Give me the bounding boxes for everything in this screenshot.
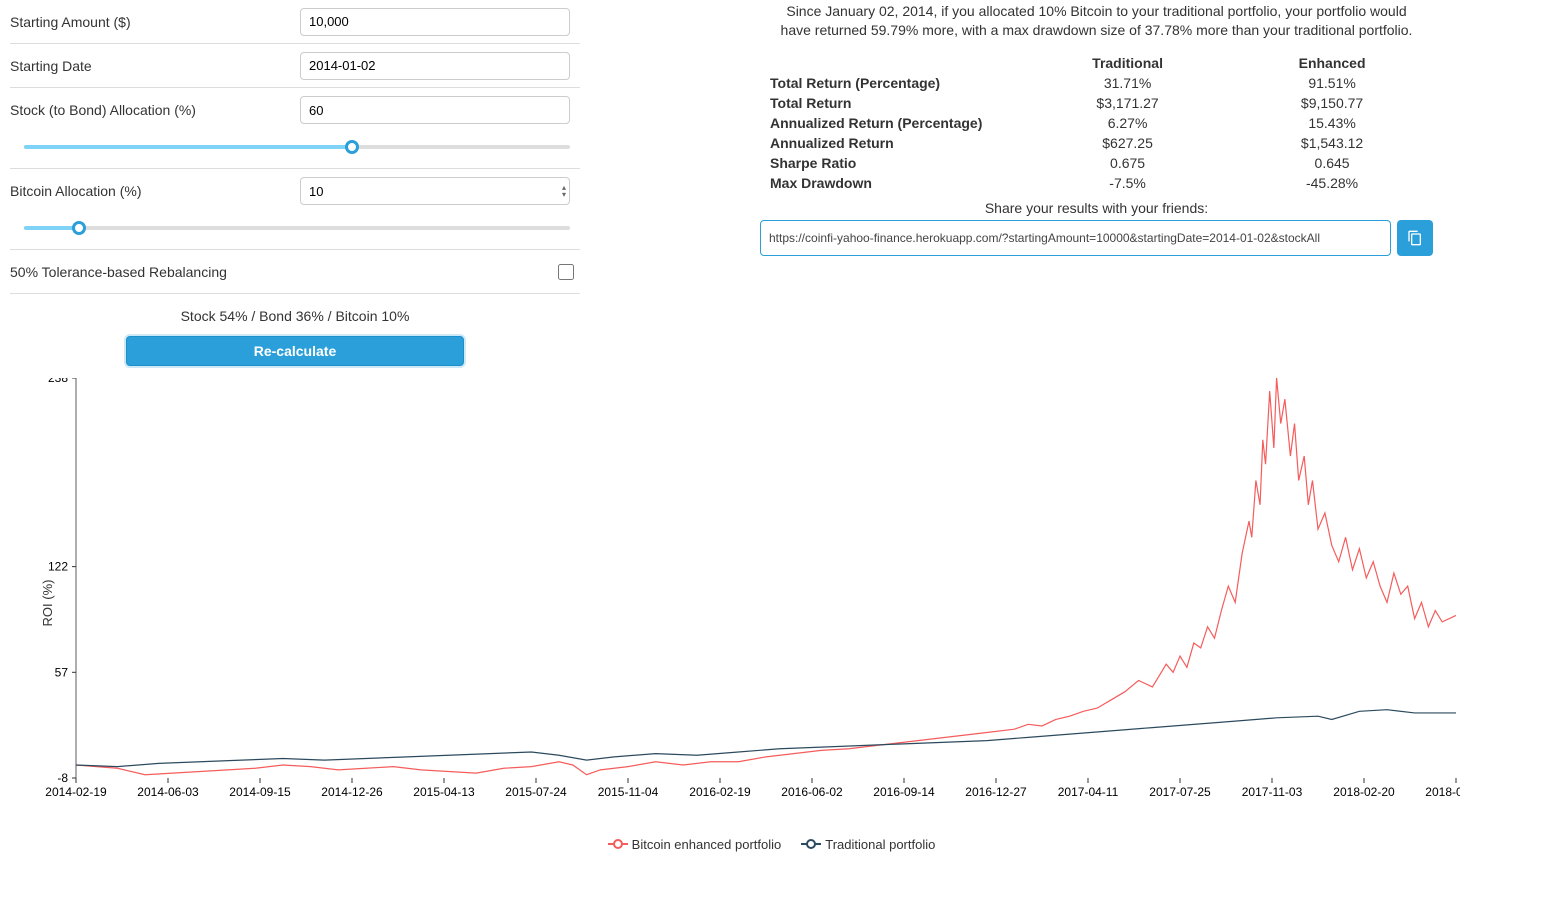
row-starting-date: Starting Date [10,44,580,88]
metric-label: Annualized Return [762,134,1022,152]
svg-text:2018-02-20: 2018-02-20 [1333,785,1395,799]
svg-text:-8: -8 [57,771,68,785]
stepper-arrows-icon[interactable]: ▴▾ [562,184,566,198]
metric-label: Total Return [762,94,1022,112]
results-summary: Since January 02, 2014, if you allocated… [760,0,1433,52]
rebalancing-label: 50% Tolerance-based Rebalancing [10,264,227,280]
table-row: Annualized Return$627.25$1,543.12 [762,134,1431,152]
metric-enhanced: 0.645 [1233,154,1431,172]
svg-text:2016-09-14: 2016-09-14 [873,785,935,799]
metric-traditional: $627.25 [1024,134,1231,152]
metric-enhanced: 91.51% [1233,74,1431,92]
copy-button[interactable] [1397,220,1433,256]
stock-allocation-slider-wrap [10,132,580,169]
metric-traditional: 6.27% [1024,114,1231,132]
svg-text:2014-09-15: 2014-09-15 [229,785,291,799]
table-row: Annualized Return (Percentage)6.27%15.43… [762,114,1431,132]
stock-allocation-input[interactable] [300,96,570,124]
share-label: Share your results with your friends: [760,194,1433,220]
metric-traditional: -7.5% [1024,174,1231,192]
chart-y-axis-label: ROI (%) [40,580,55,627]
row-bitcoin-allocation: Bitcoin Allocation (%) ▴▾ [10,169,580,213]
col-enhanced: Enhanced [1233,54,1431,72]
starting-date-input[interactable] [300,52,570,80]
metric-traditional: 31.71% [1024,74,1231,92]
rebalancing-checkbox[interactable] [558,264,574,280]
legend-item: Bitcoin enhanced portfolio [608,837,782,852]
starting-date-label: Starting Date [10,58,300,74]
legend-label: Traditional portfolio [825,837,935,852]
starting-amount-input[interactable] [300,8,570,36]
row-stock-allocation: Stock (to Bond) Allocation (%) [10,88,580,132]
metric-label: Max Drawdown [762,174,1022,192]
recalculate-button[interactable]: Re-calculate [126,336,464,366]
bitcoin-allocation-label: Bitcoin Allocation (%) [10,183,300,199]
svg-text:2015-07-24: 2015-07-24 [505,785,567,799]
svg-text:2017-11-03: 2017-11-03 [1242,785,1303,799]
allocation-summary: Stock 54% / Bond 36% / Bitcoin 10% [10,294,580,332]
row-starting-amount: Starting Amount ($) [10,0,580,44]
svg-text:2017-07-25: 2017-07-25 [1149,785,1211,799]
results-panel: Since January 02, 2014, if you allocated… [760,0,1533,370]
svg-text:2017-04-11: 2017-04-11 [1058,785,1119,799]
chart-legend: Bitcoin enhanced portfolio Traditional po… [10,828,1533,852]
legend-label: Bitcoin enhanced portfolio [632,837,782,852]
metric-label: Annualized Return (Percentage) [762,114,1022,132]
metric-label: Sharpe Ratio [762,154,1022,172]
metrics-table: Traditional Enhanced Total Return (Perce… [760,52,1433,194]
metric-enhanced: 15.43% [1233,114,1431,132]
copy-icon [1407,230,1423,246]
col-traditional: Traditional [1024,54,1231,72]
metric-enhanced: $9,150.77 [1233,94,1431,112]
svg-text:122: 122 [48,560,68,574]
stock-allocation-slider[interactable] [24,140,570,154]
svg-text:2014-06-03: 2014-06-03 [137,785,199,799]
svg-text:2016-06-02: 2016-06-02 [781,785,843,799]
metric-traditional: 0.675 [1024,154,1231,172]
svg-text:2016-12-27: 2016-12-27 [965,785,1027,799]
metric-enhanced: $1,543.12 [1233,134,1431,152]
svg-text:2015-11-04: 2015-11-04 [598,785,659,799]
bitcoin-allocation-slider[interactable] [24,221,570,235]
stock-allocation-label: Stock (to Bond) Allocation (%) [10,102,300,118]
svg-text:2014-02-19: 2014-02-19 [45,785,107,799]
bitcoin-allocation-slider-wrap [10,213,580,250]
table-row: Max Drawdown-7.5%-45.28% [762,174,1431,192]
roi-chart: ROI (%) -8 57 122 238 2014-02-19 2014-06-03 20… [30,378,1460,828]
row-rebalancing: 50% Tolerance-based Rebalancing [10,250,580,294]
svg-text:2015-04-13: 2015-04-13 [413,785,475,799]
svg-text:238: 238 [48,378,68,385]
metric-traditional: $3,171.27 [1024,94,1231,112]
legend-item: Traditional portfolio [801,837,935,852]
table-row: Total Return (Percentage)31.71%91.51% [762,74,1431,92]
svg-text:2018-07-13: 2018-07-13 [1425,785,1460,799]
metric-enhanced: -45.28% [1233,174,1431,192]
svg-text:2016-02-19: 2016-02-19 [689,785,751,799]
svg-text:2014-12-26: 2014-12-26 [321,785,383,799]
table-row: Total Return$3,171.27$9,150.77 [762,94,1431,112]
table-row: Sharpe Ratio0.6750.645 [762,154,1431,172]
svg-text:57: 57 [55,665,69,679]
metric-label: Total Return (Percentage) [762,74,1022,92]
starting-amount-label: Starting Amount ($) [10,14,300,30]
input-panel: Starting Amount ($) Starting Date Stock … [10,0,580,370]
share-url-input[interactable] [760,220,1391,256]
bitcoin-allocation-input[interactable] [300,177,570,205]
